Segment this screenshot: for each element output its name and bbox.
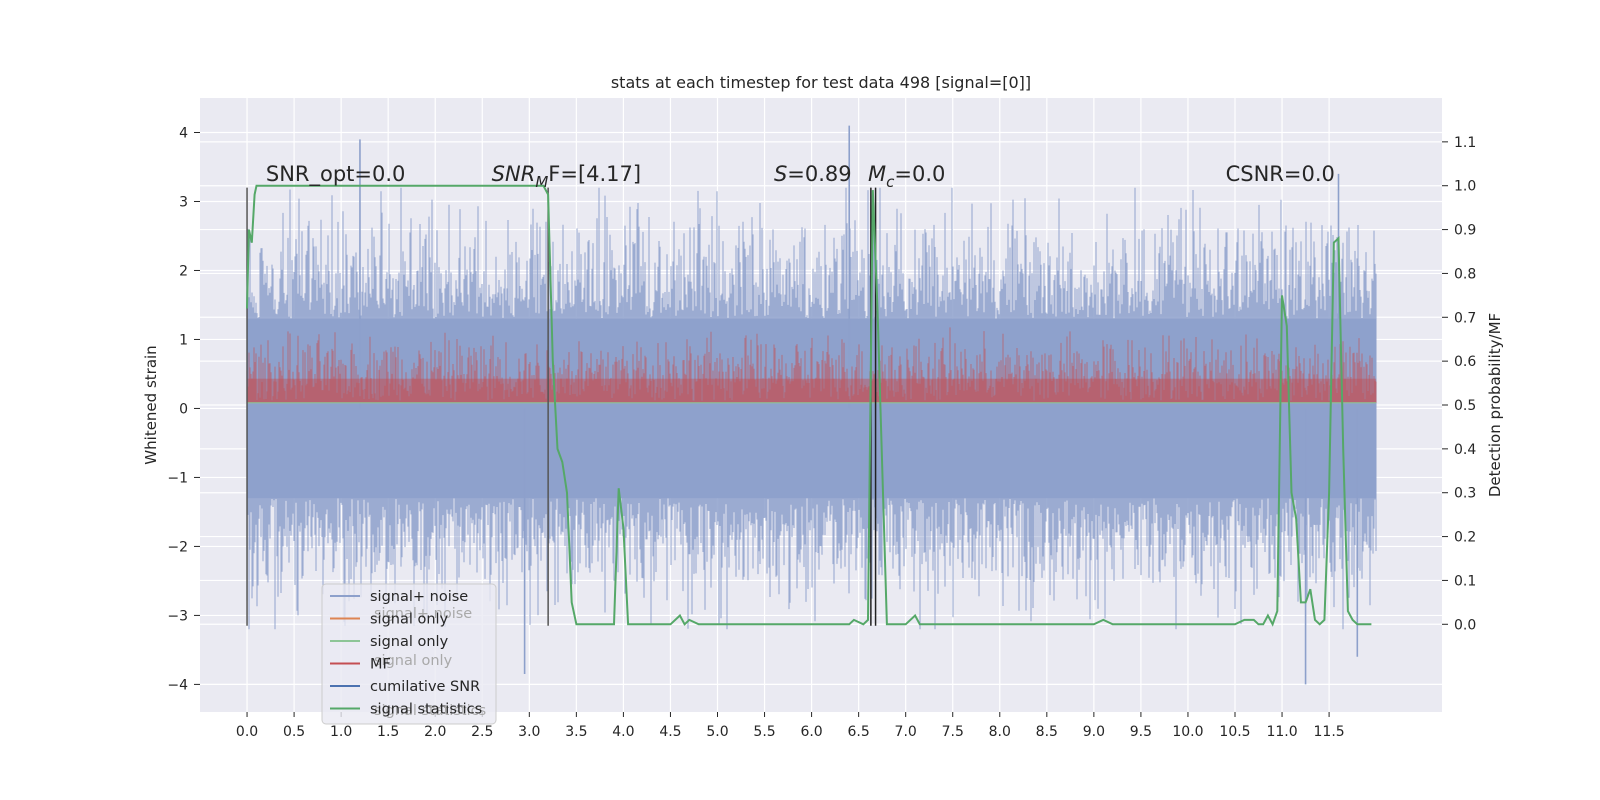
x-tick-label: 10.5 — [1219, 724, 1250, 740]
mf-core — [247, 378, 1377, 403]
legend-label: signal statistics — [370, 702, 482, 718]
x-tick-label: 6.0 — [800, 724, 822, 740]
legend-ghost-label: signal+ noise — [374, 606, 472, 622]
x-tick-label: 1.5 — [377, 724, 399, 740]
signal-statistics-series — [246, 184, 1372, 627]
signal-statistics-line — [246, 184, 1372, 627]
x-tick-label: 11.0 — [1266, 724, 1297, 740]
y2-tick-label: 0.4 — [1454, 442, 1476, 458]
x-tick-label: 5.0 — [706, 724, 728, 740]
x-tick-label: 0.0 — [236, 724, 258, 740]
y-tick-label: 4 — [179, 125, 188, 141]
legend-box — [321, 583, 497, 725]
annotation-text: S=0.89 — [774, 162, 852, 186]
y2-tick-label: 0.3 — [1454, 486, 1476, 502]
chart-title: stats at each timestep for test data 498… — [611, 73, 1031, 92]
y2-tick-label: 0.5 — [1454, 398, 1476, 414]
y2-tick-label: 0.7 — [1454, 310, 1476, 326]
y2-tick-label: 1.1 — [1454, 135, 1476, 151]
y2-tick-label: 0.1 — [1454, 573, 1476, 589]
x-tick-label: 4.5 — [659, 724, 681, 740]
legend-label: signal only — [370, 612, 449, 628]
legend-ghost-label: signal only — [374, 653, 453, 669]
x-tick-label: 5.5 — [753, 724, 775, 740]
x-tick-label: 4.0 — [612, 724, 634, 740]
x-tick-label: 3.5 — [565, 724, 587, 740]
y-tick-label: 3 — [179, 194, 188, 210]
legend-label: signal only — [370, 634, 449, 650]
y-tick-label: 0 — [179, 401, 188, 417]
y2-tick-label: 1.0 — [1454, 179, 1476, 195]
annotation-text: CSNR=0.0 — [1226, 162, 1335, 186]
y-tick-label: −2 — [167, 539, 188, 555]
legend-label: cumilative SNR — [370, 679, 480, 695]
annotation-text: SNR_opt=0.0 — [266, 162, 406, 187]
y2-tick-label: 0.6 — [1454, 354, 1476, 370]
y-tick-label: −3 — [167, 608, 188, 624]
y-tick-label: −1 — [167, 470, 188, 486]
legend-label: MF — [370, 657, 391, 673]
annotation-text: Mc=0.0 — [868, 162, 945, 191]
x-tick-label: 7.0 — [895, 724, 917, 740]
x-tick-label: 11.5 — [1314, 724, 1345, 740]
axes: 0.0 0.5 1.0 1.5 2.0 2.5 3.0 3.5 4.0 4.5 5.0 5.5 6.0 6… — [167, 125, 1476, 740]
legend-ghost-label: signal statistics — [374, 703, 486, 719]
x-tick-label: 6.5 — [848, 724, 870, 740]
y-tick-label: −4 — [167, 677, 188, 693]
y2-tick-label: 0.2 — [1454, 530, 1476, 546]
annotations: SNR_opt=0.0 SNRMF=[4.17] S=0.89 Mc=0.0 CSNR=… — [266, 162, 1335, 191]
legend-label: signal+ noise — [370, 589, 468, 605]
signal-noise-series — [246, 125, 1377, 685]
y2-tick-label: 0.8 — [1454, 266, 1476, 282]
mf-series — [246, 327, 1377, 404]
x-tick-label: 9.5 — [1130, 724, 1152, 740]
x-tick-label: 2.5 — [471, 724, 493, 740]
x-tick-label: 0.5 — [283, 724, 305, 740]
x-tick-label: 2.0 — [424, 724, 446, 740]
y-axis-label: Whitened strain — [142, 345, 160, 464]
y-tick-label: 1 — [179, 332, 188, 348]
x-tick-label: 8.5 — [1036, 724, 1058, 740]
x-tick-label: 3.0 — [518, 724, 540, 740]
x-tick-label: 10.0 — [1172, 724, 1203, 740]
y2-tick-label: 0.9 — [1454, 223, 1476, 239]
x-tick-label: 7.5 — [942, 724, 964, 740]
x-tick-label: 8.0 — [989, 724, 1011, 740]
annotation-text: SNRMF=[4.17] — [492, 162, 641, 191]
y-tick-label: 2 — [179, 263, 188, 279]
x-tick-label: 9.0 — [1083, 724, 1105, 740]
x-tick-label: 1.0 — [330, 724, 352, 740]
y2-tick-label: 0.0 — [1454, 617, 1476, 633]
y2-axis-label: Detection probability/MF — [1486, 313, 1504, 497]
